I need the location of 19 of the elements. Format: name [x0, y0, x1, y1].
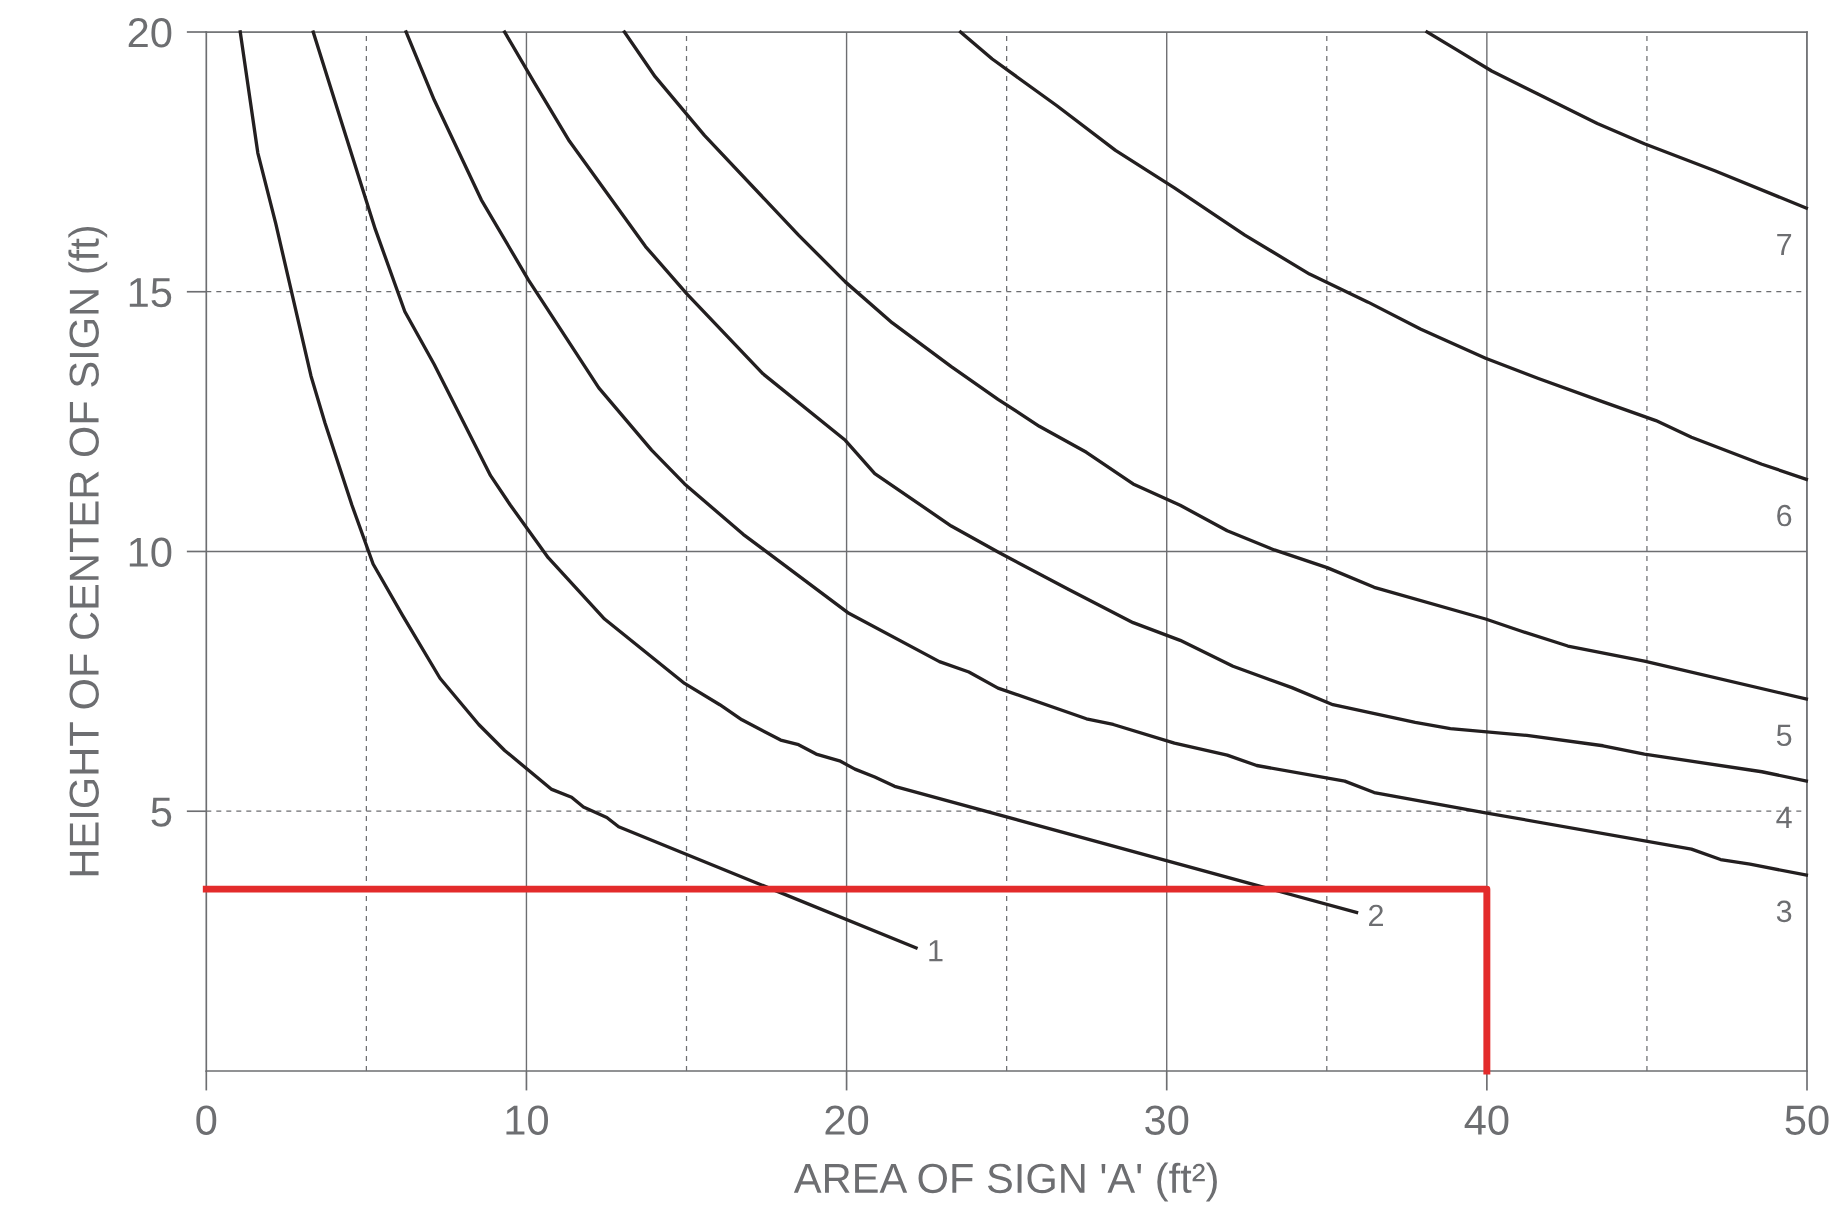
series-label: 1: [929, 940, 943, 962]
x-axis-title: AREA OF SIGN 'A' (ft²): [793, 1162, 1217, 1202]
x-tick-label: 30: [1145, 1105, 1189, 1135]
series-label: 3: [1776, 900, 1792, 923]
y-tick-label: 10: [129, 537, 172, 567]
y-tick-label: 5: [151, 797, 172, 827]
series-label: 7: [1777, 233, 1792, 255]
x-tick-label: 50: [1785, 1105, 1829, 1135]
x-tick-label: 20: [825, 1105, 869, 1135]
y-tick-label: 20: [128, 18, 172, 48]
x-tick-label: 10: [506, 1105, 548, 1135]
y-axis-title: HEIGHT OF CENTER OF SIGN (ft): [68, 226, 108, 876]
series-label: 2: [1369, 904, 1383, 926]
y-tick-label: 15: [129, 278, 172, 308]
series-label: 5: [1776, 724, 1792, 747]
x-tick-label: 40: [1464, 1105, 1509, 1135]
series-label: 4: [1776, 806, 1792, 828]
series-label: 6: [1777, 504, 1792, 527]
x-tick-label: 0: [196, 1105, 217, 1135]
